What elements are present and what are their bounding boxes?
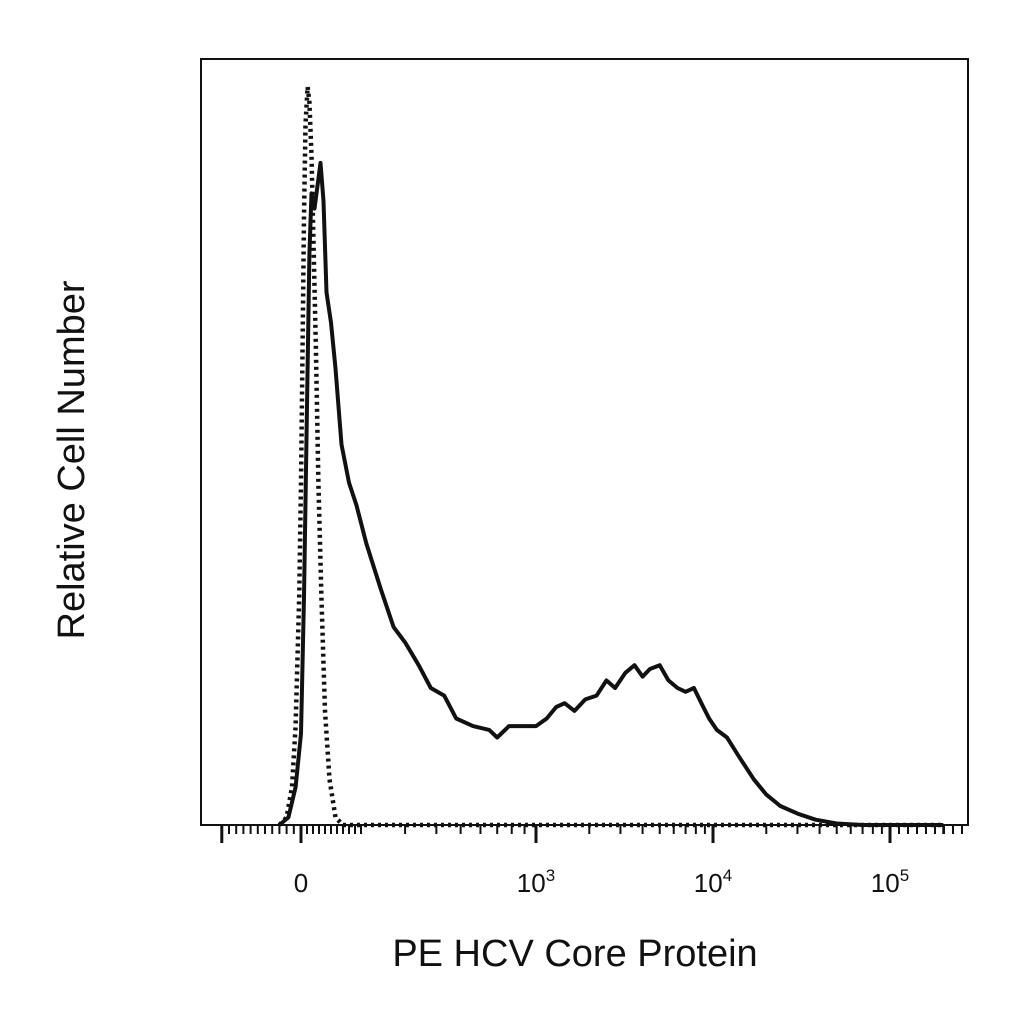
x-axis-title: PE HCV Core Protein [392,933,757,975]
plot-frame [200,58,969,826]
x-tick-labels: 0 103 104 105 [294,866,909,898]
major-tick-group [220,825,892,843]
series-line-solid [278,160,944,827]
y-axis-title: Relative Cell Number [51,280,93,639]
minor-tick-group [228,825,963,834]
x-tick-label: 104 [694,866,732,898]
x-tick-label: 105 [871,866,909,898]
series-layer [277,84,944,828]
x-tick-label: 0 [294,868,308,898]
series-line-dotted [277,84,944,828]
x-tick-label: 103 [517,866,555,898]
